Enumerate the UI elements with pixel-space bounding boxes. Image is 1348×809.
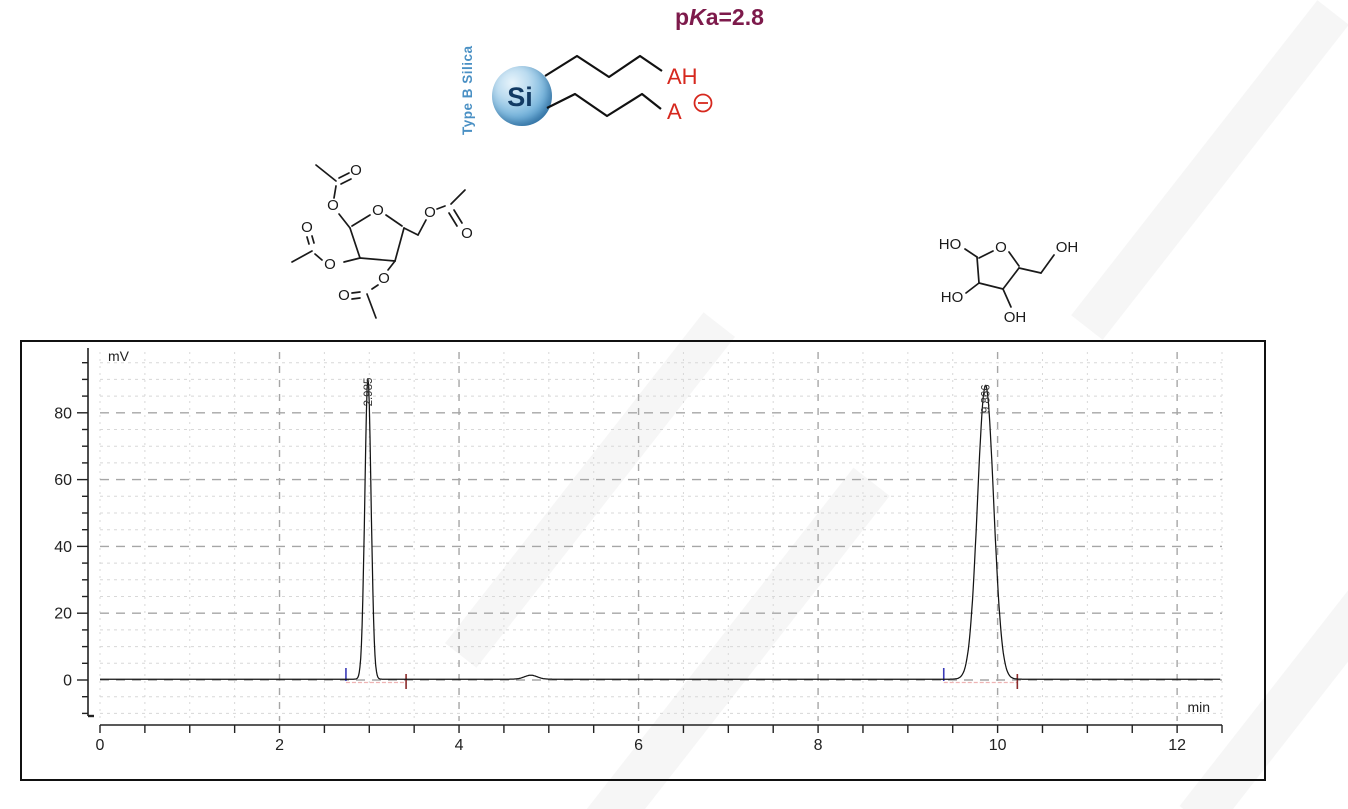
x-axis-tick-label: 10 (989, 737, 1007, 754)
ribose-structure: HO O OH HO OH (939, 236, 1079, 326)
ah-label: AH (667, 64, 698, 89)
ring-oxygen: O (995, 239, 1007, 256)
minus-circle-icon (693, 93, 713, 113)
y-axis-tick-label: 20 (54, 606, 72, 623)
silica-sphere: Si (492, 66, 552, 126)
x-axis-tick-label: 2 (275, 737, 284, 754)
hydroxyl-label: HO (939, 236, 962, 253)
chromatogram-trace (100, 378, 1221, 680)
y-axis-tick-label: 60 (54, 472, 72, 489)
ester-oxygen: O (327, 197, 339, 214)
carbonyl-oxygen: O (461, 225, 473, 242)
carbonyl-oxygen: O (350, 162, 362, 179)
x-axis-tick-label: 12 (1168, 737, 1186, 754)
ester-oxygen: O (378, 270, 390, 287)
a-label: A (667, 99, 682, 124)
x-axis-unit-label: min (1187, 699, 1210, 715)
x-axis-tick-label: 8 (814, 737, 823, 754)
chromatogram-frame: 0 20 40 60 80 0 2 4 6 8 10 12 mV min 2.985 9.866 (20, 340, 1266, 781)
peak-retention-time-label: 9.866 (981, 384, 993, 413)
peak-retention-time-label: 2.985 (363, 378, 375, 407)
hydroxyl-label: OH (1056, 239, 1079, 256)
chromatogram-plot: 0 20 40 60 80 0 2 4 6 8 10 12 mV min 2.985 9.866 (54, 348, 1223, 754)
y-axis-tick-label: 0 (63, 673, 72, 690)
ring-oxygen: O (372, 202, 384, 219)
x-axis-tick-label: 0 (96, 737, 105, 754)
pka-value: a=2.8 (705, 4, 764, 30)
si-label: Si (507, 81, 533, 112)
pka-annotation: pKa=2.8 (675, 4, 764, 31)
carbonyl-oxygen: O (338, 287, 350, 304)
ester-oxygen: O (324, 256, 336, 273)
tetraacetate-structure: O O O O O O O O O (291, 162, 473, 319)
ester-oxygen: O (424, 204, 436, 221)
y-axis-tick-label: 80 (54, 405, 72, 422)
hydroxyl-label: HO (941, 289, 964, 306)
upper-chain (544, 54, 663, 79)
pka-k: K (689, 4, 706, 30)
silica-chains: AH A (544, 54, 713, 124)
pka-prefix: p (675, 4, 690, 30)
x-axis-tick-label: 6 (634, 737, 643, 754)
x-axis-tick-label: 4 (455, 737, 464, 754)
y-axis-unit-label: mV (108, 348, 130, 364)
lower-chain (546, 92, 662, 118)
hydroxyl-label: OH (1004, 309, 1027, 326)
y-axis-tick-label: 40 (54, 539, 72, 556)
carbonyl-oxygen: O (301, 219, 313, 236)
